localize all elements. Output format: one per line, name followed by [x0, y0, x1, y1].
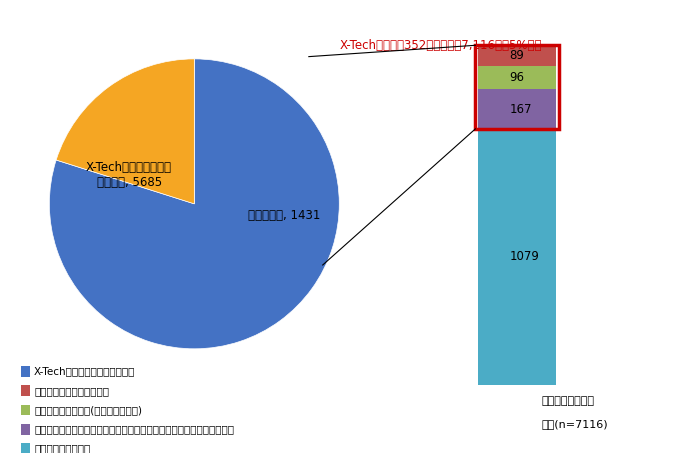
- Text: X-Tech経験有（352人）は全体7,116人の5%相当: X-Tech経験有（352人）は全体7,116人の5%相当: [340, 39, 543, 52]
- Bar: [21, 424, 30, 434]
- Text: 経験したことがない: 経験したことがない: [34, 443, 90, 453]
- Text: X-Techを知らない／わ
からない, 5685: X-Techを知らない／わ からない, 5685: [86, 161, 172, 189]
- Bar: [478, 129, 556, 385]
- Bar: [478, 45, 556, 67]
- Text: 167: 167: [509, 102, 532, 116]
- Text: X-Techを知らない／わからない: X-Techを知らない／わからない: [34, 366, 135, 376]
- Wedge shape: [49, 59, 339, 349]
- Text: 現在、経験している(取り組んでいる): 現在、経験している(取り組んでいる): [34, 405, 142, 415]
- Bar: [478, 89, 556, 129]
- Bar: [21, 443, 30, 453]
- Text: 89: 89: [509, 49, 525, 63]
- Text: 96: 96: [509, 71, 525, 84]
- Wedge shape: [56, 59, 194, 204]
- Bar: [21, 405, 30, 415]
- Text: 単回答、単位：人: 単回答、単位：人: [541, 396, 594, 406]
- Text: 1079: 1079: [509, 251, 540, 264]
- Text: 過去に経験したことがある: 過去に経験したことがある: [34, 386, 109, 396]
- Bar: [21, 386, 30, 396]
- Text: 知っている, 1431: 知っている, 1431: [248, 209, 321, 222]
- Bar: [21, 366, 30, 377]
- Text: まだ経験はしていないが、今後そういう経験をすることが決まっている: まだ経験はしていないが、今後そういう経験をすることが決まっている: [34, 424, 234, 434]
- Bar: [475, 45, 559, 129]
- Bar: [478, 67, 556, 89]
- Text: 全体(n=7116): 全体(n=7116): [541, 419, 608, 429]
